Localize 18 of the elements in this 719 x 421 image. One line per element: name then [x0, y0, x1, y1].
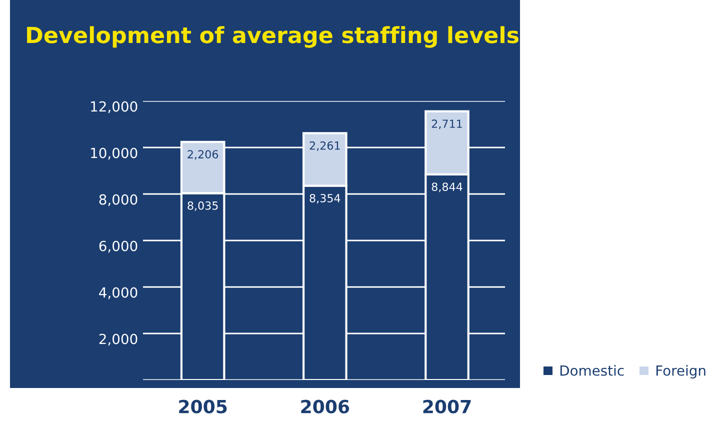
- data-label: 8,844: [432, 182, 462, 192]
- y-tick-label: 10,000: [91, 148, 138, 160]
- data-label: 2,206: [188, 150, 218, 160]
- y-tick-label: 4,000: [99, 287, 138, 300]
- y-tick-label: 12,000: [91, 101, 138, 114]
- y-tick-label: 2,000: [99, 334, 138, 346]
- legend-label: Domestic: [560, 365, 624, 376]
- y-tick-label: 8,000: [99, 194, 138, 206]
- legend-label: Foreign: [656, 365, 706, 378]
- chart-title: Development of average staffing levels: [27, 26, 518, 48]
- data-label: 8,035: [188, 201, 218, 211]
- data-label: 2,261: [310, 141, 340, 151]
- x-tick-label: 2007: [423, 400, 471, 414]
- data-label: 8,354: [310, 194, 340, 204]
- y-tick-label: 6,000: [99, 240, 138, 253]
- x-tick-label: 2005: [179, 400, 227, 414]
- x-tick-label: 2006: [301, 400, 350, 414]
- data-label: 2,711: [432, 120, 462, 130]
